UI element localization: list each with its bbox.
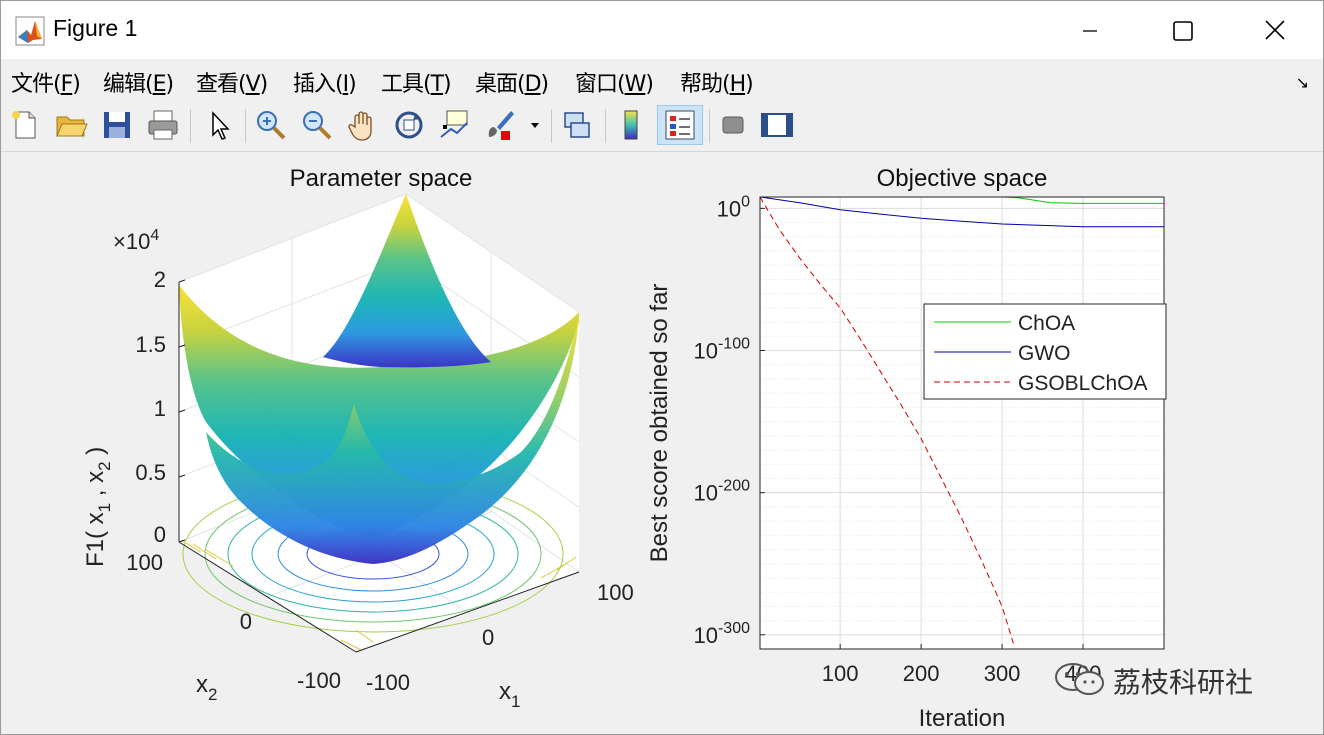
figure-canvas: Parameter space [82, 165, 1167, 732]
close-icon[interactable] [1252, 11, 1298, 51]
y-tick-label: 10-300 [693, 620, 750, 648]
zoom-out-icon[interactable] [299, 107, 335, 143]
z-axis-label: F1( x1 , x2 ) [82, 447, 114, 567]
menu-edit[interactable]: 编辑(E) [103, 72, 174, 97]
open-icon[interactable] [53, 107, 89, 143]
y-tick-label: 10-200 [693, 478, 750, 506]
menu-bar: 文件(F) 编辑(E) 查看(V) 插入(I) 工具(T) 桌面(D) 窗口(W… [1, 59, 1323, 101]
menu-desktop[interactable]: 桌面(D) [475, 72, 549, 97]
y-tick-label: 10-100 [693, 336, 750, 364]
pan-icon[interactable] [345, 107, 381, 143]
link-plot-icon[interactable] [559, 107, 595, 143]
x-tick-label: 300 [984, 661, 1021, 686]
legend-label-choa: ChOA [1018, 312, 1075, 335]
print-icon[interactable] [145, 107, 181, 143]
x1-tick-label: 0 [482, 625, 494, 650]
toolbar-separator [551, 109, 552, 143]
save-icon[interactable] [99, 107, 135, 143]
menu-file[interactable]: 文件(F) [11, 72, 81, 97]
show-plot-tools-icon[interactable] [759, 107, 795, 143]
legend-button[interactable] [657, 105, 703, 145]
toolbar-separator [190, 109, 191, 143]
z-tick-label: 2 [154, 267, 166, 292]
rotate-3d-icon[interactable] [391, 107, 427, 143]
objective-space-axes: Objective space 100 10-100 10-200 10-300 100… [646, 165, 1167, 732]
maximize-icon[interactable] [1159, 11, 1205, 51]
watermark-text: 荔枝科研社 [1113, 666, 1254, 699]
series-line-gwo [759, 196, 1164, 228]
surface-front [206, 317, 579, 564]
legend-label-gwo: GWO [1018, 342, 1071, 365]
z-tick-label: 1.5 [135, 332, 166, 357]
z-exponent-label: ×104 [113, 227, 159, 254]
data-cursor-icon[interactable] [437, 107, 473, 143]
minimize-icon[interactable] [1067, 11, 1113, 51]
toolbar-separator [605, 109, 606, 143]
parameter-space-axes: Parameter space [82, 165, 634, 711]
brush-dropdown-icon[interactable] [525, 107, 545, 143]
x2-tick-label: -100 [297, 668, 341, 693]
new-figure-icon[interactable] [7, 107, 43, 143]
toolbar-separator [245, 109, 246, 143]
x2-tick-label: 0 [240, 609, 252, 634]
toolbar-separator [709, 109, 710, 143]
z-tick-label: 0.5 [135, 460, 166, 485]
dock-arrow-icon[interactable]: ↘ [1295, 73, 1309, 92]
zoom-in-icon[interactable] [253, 107, 289, 143]
left-axis-ticks [178, 279, 186, 543]
surface-mesh [230, 386, 547, 558]
surface-back-peak [323, 194, 491, 368]
figure-toolbar [1, 101, 1323, 152]
menu-help[interactable]: 帮助(H) [680, 72, 754, 97]
hide-plot-tools-icon[interactable] [715, 107, 751, 143]
window-title: Figure 1 [53, 15, 138, 41]
menu-window[interactable]: 窗口(W) [575, 72, 654, 97]
menu-insert[interactable]: 插入(I) [293, 72, 357, 97]
y-axis-label: Best score obtained so far [646, 284, 673, 563]
legend-icon [665, 110, 695, 140]
menu-view[interactable]: 查看(V) [196, 72, 268, 97]
plot-frame [759, 196, 1165, 650]
x1-tick-label: -100 [366, 670, 410, 695]
x-axis-label: Iteration [919, 705, 1006, 732]
title-bar[interactable]: Figure 1 [1, 1, 1323, 59]
x-tick-label: 200 [903, 661, 940, 686]
x-tick-label: 100 [822, 661, 859, 686]
legend-label-gsoblchoa: GSOBLChOA [1018, 372, 1148, 395]
pointer-icon[interactable] [201, 107, 237, 143]
left-plot-title: Parameter space [290, 165, 473, 192]
colorbar-icon[interactable] [613, 107, 649, 143]
series-line-gsoblchoa [759, 196, 1015, 647]
chart-title: Objective space [877, 165, 1048, 192]
wechat-icon [1055, 663, 1104, 695]
matlab-icon [15, 16, 45, 46]
menu-tools[interactable]: 工具(T) [381, 72, 452, 97]
z-tick-label: 0 [154, 522, 166, 547]
chart-legend[interactable]: ChOA GWO GSOBLChOA [923, 303, 1167, 400]
x1-axis-label: x1 [499, 678, 520, 711]
plot-area[interactable] [760, 197, 1164, 649]
z-tick-label: 1 [154, 396, 166, 421]
x1-tick-label: 100 [597, 580, 634, 605]
x2-tick-label: 100 [126, 550, 163, 575]
brush-icon[interactable] [483, 107, 519, 143]
x2-axis-label: x2 [196, 671, 217, 704]
y-tick-label: 100 [717, 193, 750, 221]
